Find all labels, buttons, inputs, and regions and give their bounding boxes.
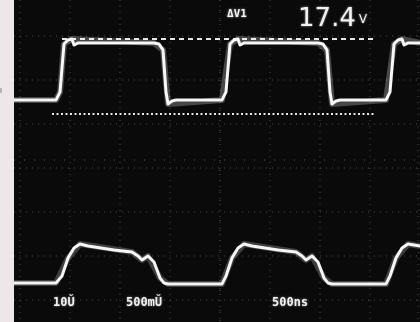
channel2-scale: 500mǓ: [126, 295, 163, 309]
channel2-trace-glow: [14, 241, 420, 287]
channel1-scale: 10Ǔ: [53, 295, 75, 309]
timebase-scale: 500ns: [272, 295, 309, 309]
channel1-trace: [14, 37, 420, 106]
waveform-display: [14, 0, 420, 322]
delta-v-readout: 17.4 V: [298, 4, 367, 32]
edge-mark: [0, 88, 2, 93]
graticule-grid: [14, 0, 420, 322]
delta-v-value: 17.4: [298, 3, 356, 33]
delta-v-unit: V: [358, 12, 368, 26]
graticule-center-ticks: [14, 0, 420, 322]
channel2-trace: [14, 242, 420, 286]
oscilloscope-screen: ΔV1 17.4 V 10Ǔ 500mǓ 500ns: [14, 0, 420, 322]
delta-v-label: ΔV1: [227, 7, 247, 20]
channel1-trace-glow: [14, 36, 420, 107]
